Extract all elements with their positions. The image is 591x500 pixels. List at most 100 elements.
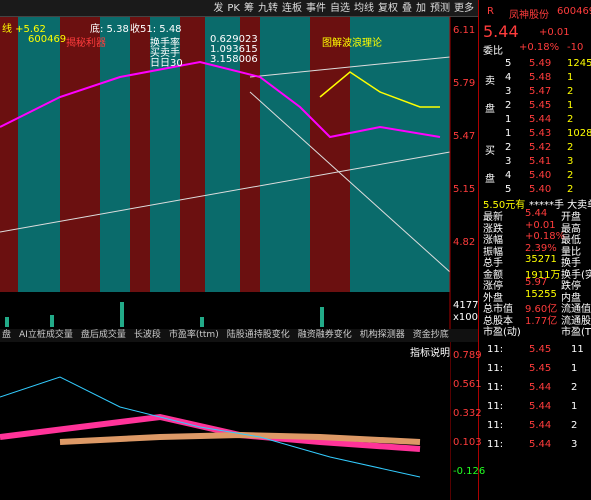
indicator-axis-label: 0.789 (453, 350, 482, 361)
level-volume: 1245 (567, 58, 591, 69)
legend-value: 3.158006 (210, 54, 258, 65)
tick-price: 5.44 (529, 439, 552, 450)
stat-value: +0.01 (525, 219, 556, 231)
tab[interactable]: 长波段 (133, 330, 161, 340)
trend-line (249, 91, 451, 273)
tab[interactable]: 陆股通持股变化 (226, 330, 290, 340)
legend-value: 1.093615 (210, 44, 258, 55)
toolbar-button[interactable]: 筹 (244, 3, 254, 14)
level-price: 5.40 (529, 184, 552, 195)
tick-price: 5.45 (529, 363, 552, 374)
indicator-bg (0, 329, 450, 500)
ratio-diff: -10 (567, 42, 584, 53)
toolbar-button[interactable]: 连板 (282, 3, 302, 14)
level-volume: 2 (567, 170, 574, 181)
level: 2 (505, 100, 512, 111)
stat-value: 5.97 (525, 277, 548, 288)
change: +0.01 (539, 27, 570, 38)
stat-label: 流通值 (561, 304, 591, 315)
toolbar: 发 PK 筹九转 连板 事件 自选 均线 复权叠加预测 更多 (0, 0, 478, 17)
price: 5.44 (483, 22, 519, 41)
indicator-axis-label: 0.103 (453, 437, 482, 448)
ind-line (0, 376, 421, 478)
big-order: 5.50元有 (483, 200, 526, 211)
legend-name: 换手率 (150, 38, 180, 49)
level: 5 (505, 58, 512, 69)
level-volume: 2 (567, 142, 574, 153)
stat-label: 涨停 (483, 281, 503, 292)
tick-price: 5.44 (529, 401, 552, 412)
level-price: 5.41 (529, 156, 552, 167)
toolbar-button[interactable]: 九转 (258, 3, 278, 14)
ind-line (0, 413, 421, 452)
stat-label: 金额 (483, 269, 503, 281)
ind-line (59, 431, 421, 445)
toolbar-button[interactable]: 均线 (354, 3, 374, 14)
toolbar-button[interactable]: PK (227, 3, 240, 14)
toolbar-button[interactable]: 复权 (378, 3, 398, 14)
stock-code: 600469 (28, 34, 67, 45)
toolbar-button[interactable]: 自选 (330, 3, 350, 14)
level-volume: 1028 (567, 128, 591, 139)
level-price: 5.48 (529, 72, 552, 83)
trend-line (249, 56, 451, 78)
tab[interactable]: 资金抄底 (412, 330, 449, 340)
toolbar-button[interactable]: 叠 (402, 3, 412, 14)
ma-line (0, 60, 441, 139)
level: 4 (505, 72, 512, 83)
stat-label: 换手(实) (561, 269, 591, 281)
stat-value: 2.39% (525, 242, 557, 254)
tabs: 盘 AI立桩成交量 盘后成交量 长波段 市盈率(ttm) 陆股通持股变化 融资融券变化 机构探… (0, 329, 478, 342)
stat-label: 最高 (561, 223, 581, 235)
tab[interactable]: AI立桩成交量 (19, 330, 73, 340)
legend-name: 买卖手 (150, 48, 180, 59)
stat-label: 市盈(动) (483, 327, 521, 338)
tab[interactable]: 机构探测器 (359, 330, 405, 340)
price-axis-label: 6.11 (453, 25, 476, 36)
stat-value: 9.60亿 (525, 304, 558, 315)
toolbar-button[interactable]: 预测 (430, 3, 450, 14)
level-volume: 2 (567, 184, 574, 195)
toolbar-button[interactable]: 更多 (454, 3, 474, 14)
tab[interactable]: 融资融券变化 (297, 330, 352, 340)
stat-label: 量比 (561, 246, 581, 258)
legend-name: 日日30 (150, 58, 183, 69)
volume-axis-label: x100 (453, 312, 479, 323)
stat-label: 最低 (561, 235, 581, 246)
level-price: 5.45 (529, 100, 552, 111)
tab[interactable]: 盘后成交量 (80, 330, 126, 340)
level-volume: 1 (567, 72, 574, 83)
tick-price: 5.45 (529, 344, 552, 355)
tick-volume: 1 (571, 363, 578, 374)
stat-label: 流通股 (561, 315, 591, 327)
volume (5, 302, 324, 327)
level-price: 5.47 (529, 86, 552, 97)
tick-volume: 3 (571, 439, 578, 450)
tab[interactable]: 市盈率(ttm) (168, 330, 219, 340)
low-info: 底: 5.38 (90, 24, 129, 35)
price-axis-label: 5.15 (453, 184, 476, 195)
toolbar-button[interactable]: 加 (416, 3, 426, 14)
stat-label: 总股本 (483, 315, 513, 327)
stat-label: 外盘 (483, 292, 503, 304)
wave-link[interactable]: 图解波浪理论 (322, 38, 382, 49)
level: 3 (505, 86, 512, 97)
toolbar-button[interactable]: 发 (213, 3, 224, 14)
stat-label: 市盈(TTM) (561, 327, 591, 338)
ratio-label: 委比 (483, 46, 503, 57)
indicator-axis-label: 0.332 (453, 408, 482, 419)
book-label: 卖 (485, 76, 495, 87)
stat-label: 涨跌 (483, 223, 503, 235)
stock-code: 600469 (557, 6, 591, 17)
tab[interactable]: 盘 (2, 330, 12, 340)
tick-time: 11: (487, 439, 504, 450)
help-button[interactable]: 指标说明 (410, 348, 450, 359)
level: 2 (505, 142, 512, 153)
stat-label: 换手 (561, 258, 581, 269)
toolbar-button[interactable]: 事件 (306, 3, 326, 14)
level-volume: 2 (567, 114, 574, 125)
stat-label: 最新 (483, 212, 503, 223)
tick-time: 11: (487, 363, 504, 374)
ma-info: 线 +5.62 (2, 24, 46, 35)
